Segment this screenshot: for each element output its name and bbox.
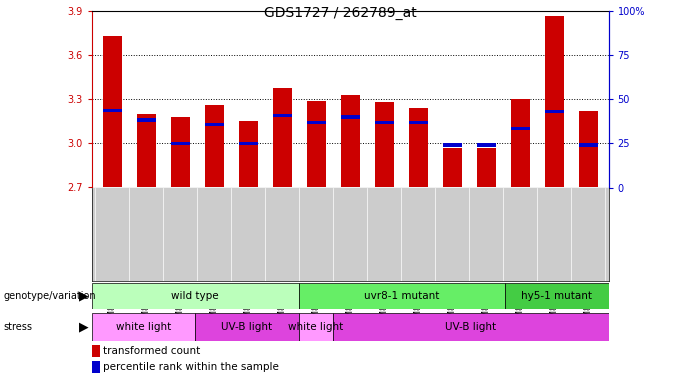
Bar [477,148,496,188]
Bar [545,16,564,188]
Bar [299,283,505,309]
Bar [409,121,428,124]
Text: wild type: wild type [171,291,219,301]
Text: stress: stress [3,322,33,332]
Bar [443,143,462,147]
Bar [579,111,598,188]
Bar [92,313,195,341]
Text: UV-B light: UV-B light [221,322,273,332]
Text: ▶: ▶ [79,290,88,303]
Bar [307,101,326,188]
Text: white light: white light [116,322,171,332]
Text: percentile rank within the sample: percentile rank within the sample [103,362,279,372]
Text: genotype/variation: genotype/variation [3,291,96,301]
Bar [505,283,609,309]
Bar [171,117,190,188]
Text: GDS1727 / 262789_at: GDS1727 / 262789_at [264,6,416,20]
Bar [92,283,299,309]
Bar [579,143,598,147]
Bar [443,148,462,188]
Bar [273,88,292,188]
Bar [375,102,394,188]
Text: uvr8-1 mutant: uvr8-1 mutant [364,291,439,301]
Text: white light: white light [288,322,343,332]
Bar [341,116,360,118]
Bar [137,118,156,122]
Text: transformed count: transformed count [103,346,201,356]
Bar [239,122,258,188]
Bar [205,105,224,188]
Bar [333,313,609,341]
Bar [92,345,100,357]
Bar [511,127,530,130]
Bar [477,143,496,147]
Bar [409,108,428,188]
Bar [375,121,394,124]
Bar [307,121,326,124]
Bar [137,114,156,188]
Bar [103,109,122,112]
Bar [205,123,224,126]
Bar [511,99,530,188]
Bar [545,110,564,113]
Bar [239,142,258,145]
Bar [273,114,292,117]
Bar [92,361,100,374]
Bar [195,313,299,341]
Bar [299,313,333,341]
Text: ▶: ▶ [79,321,88,334]
Bar [171,142,190,145]
Text: UV-B light: UV-B light [445,322,496,332]
Bar [103,36,122,188]
Text: hy5-1 mutant: hy5-1 mutant [522,291,592,301]
Bar [341,95,360,188]
